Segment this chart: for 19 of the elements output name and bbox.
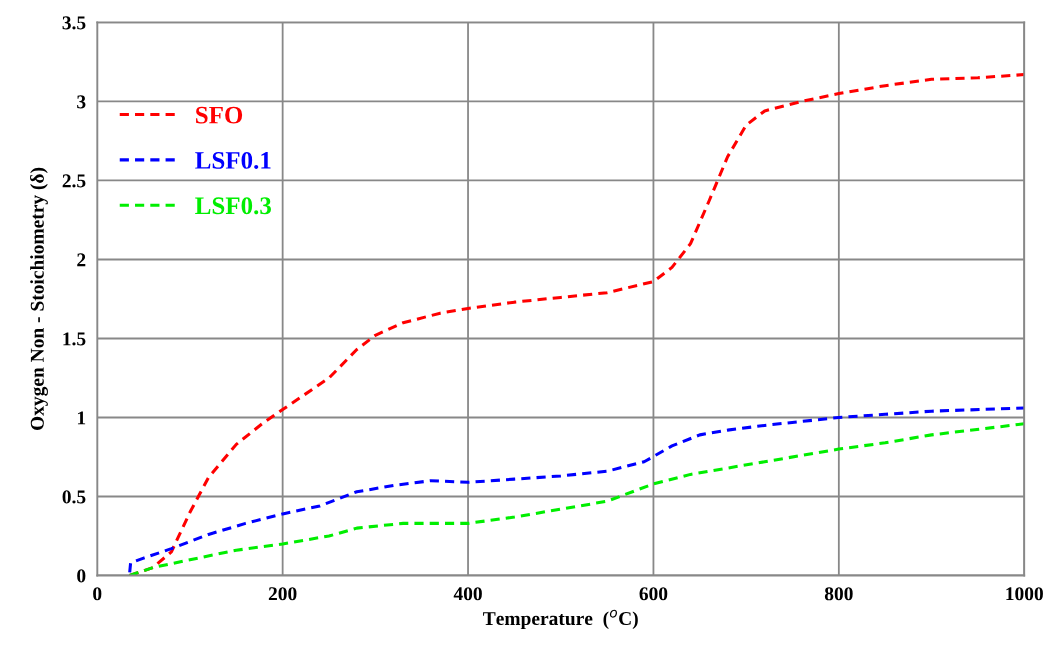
y-tick-label: 0 (77, 569, 86, 583)
x-tick-label: 0 (93, 587, 102, 601)
y-axis-title: Oxygen Non - Stoichiometry (δ) (30, 167, 48, 430)
x-tick-label: 600 (639, 587, 668, 601)
x-axis-title: Temperature ($^{o}$C) (483, 609, 638, 630)
x-tick-label: 800 (824, 587, 853, 601)
x-tick-label: 1000 (1006, 587, 1043, 601)
y-tick-label: 1.5 (63, 332, 86, 346)
y-tick-label: 1 (77, 411, 86, 425)
x-tick-label: 400 (453, 587, 482, 601)
y-tick-label: 3 (77, 95, 86, 109)
y-tick-label: 3.5 (62, 16, 86, 30)
y-tick-label: 0.5 (62, 490, 86, 504)
legend-label: SFO (196, 106, 243, 124)
x-tick-label: 200 (268, 587, 297, 601)
y-tick-label: 2.5 (62, 174, 86, 188)
legend-label: LSF0.3 (195, 197, 271, 215)
legend-label: LSF0.1 (195, 151, 271, 169)
y-tick-label: 2 (77, 253, 86, 267)
